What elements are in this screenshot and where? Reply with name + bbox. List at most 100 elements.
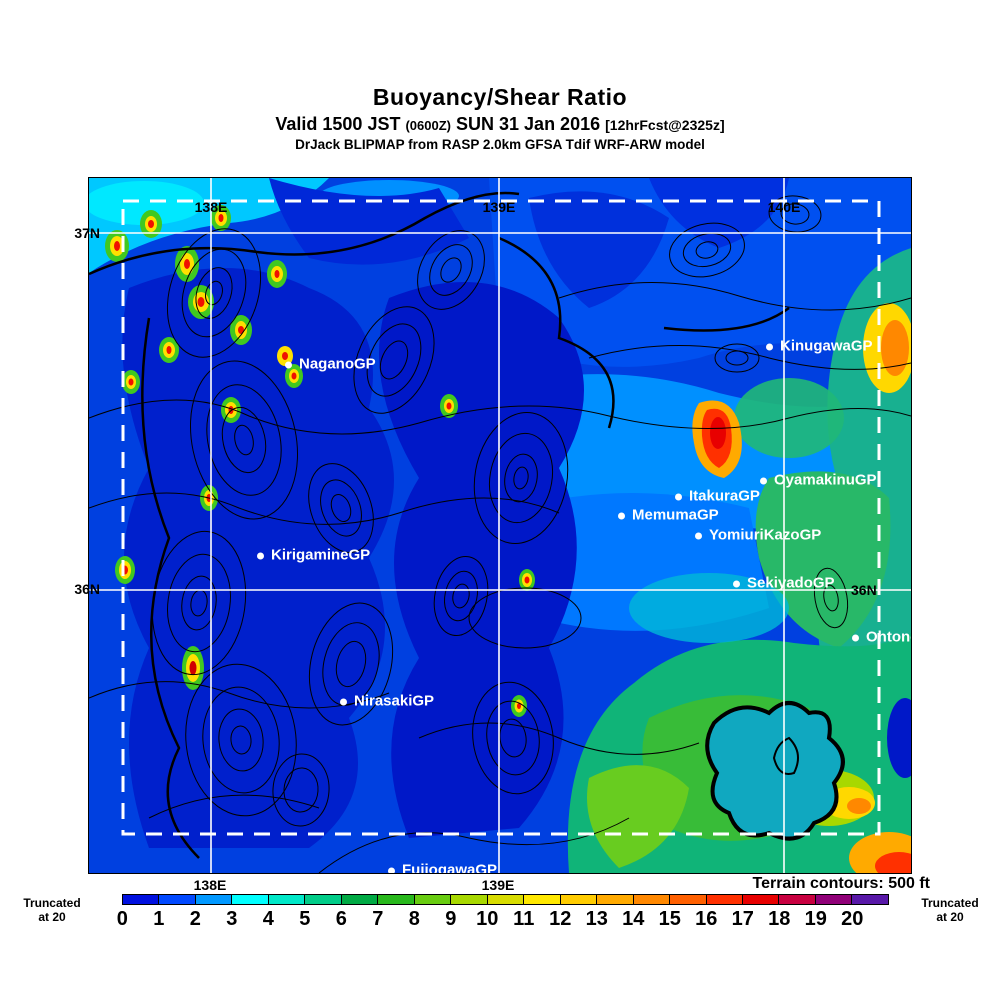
colorbar-segment — [779, 895, 816, 904]
colorbar-segment — [268, 895, 306, 904]
site-dot-icon — [852, 634, 859, 642]
site-dot-icon — [285, 361, 292, 369]
site-marker-nagano[interactable]: NaganoGP — [285, 356, 376, 373]
lon-label-139e-bottom: 139E — [481, 877, 515, 893]
colorbar-segment — [815, 895, 853, 904]
scale-tick: 20 — [841, 908, 864, 930]
lon-label-140e-top: 140E — [767, 199, 801, 215]
scale-tick: 14 — [622, 908, 645, 930]
site-label: MemumaGP — [632, 506, 719, 524]
site-dot-icon — [733, 580, 740, 588]
colorbar-segment — [195, 895, 233, 904]
scale-tick: 3 — [226, 908, 238, 930]
site-dot-icon — [675, 493, 682, 501]
truncated-note-right: Truncated at 20 — [910, 896, 990, 924]
colorbar — [122, 894, 889, 905]
site-dot-icon — [766, 343, 773, 351]
valid-prefix: Valid 1500 JST — [275, 114, 401, 134]
lon-label-139e-top: 139E — [482, 199, 516, 215]
terrain-contours-note: Terrain contours: 500 ft — [752, 875, 930, 892]
colorbar-segment — [633, 895, 671, 904]
site-label: NirasakiGP — [354, 692, 435, 710]
truncated-line2: at 20 — [936, 910, 964, 924]
model-line: DrJack BLIPMAP from RASP 2.0km GFSA Tdif… — [295, 137, 705, 152]
lon-label-138e-top: 138E — [194, 199, 228, 215]
scale-tick: 2 — [189, 908, 201, 930]
header: Buoyancy/Shear Ratio Valid 1500 JST (060… — [0, 84, 1000, 152]
site-marker-oyamakinu[interactable]: OyamakinuGP — [760, 472, 877, 489]
site-marker-kinugawa[interactable]: KinugawaGP — [766, 338, 873, 355]
site-label: SekiyadoGP — [747, 574, 835, 592]
scale-tick: 7 — [372, 908, 384, 930]
colorbar-segment — [378, 895, 415, 904]
site-dot-icon — [388, 867, 395, 873]
colorbar-segment — [742, 895, 780, 904]
scale-tick: 16 — [695, 908, 718, 930]
forecast-map[interactable]: 138E 139E 140E 36N NaganoGP KirigamineGP… — [88, 177, 912, 874]
site-label: KirigamineGP — [271, 546, 371, 564]
colorbar-segment — [852, 895, 888, 904]
colorbar-segment — [451, 895, 488, 904]
colorbar-segment — [706, 895, 743, 904]
site-dot-icon — [257, 552, 264, 560]
colorbar-segment — [305, 895, 342, 904]
scale-tick: 4 — [262, 908, 274, 930]
site-marker-nirasaki[interactable]: NirasakiGP — [340, 693, 434, 710]
colorbar-segment — [159, 895, 196, 904]
site-label: YomiuriKazoGP — [709, 526, 822, 544]
valid-forecast-tag: [12hrFcst@2325z] — [605, 117, 725, 133]
site-marker-yomiurikazo[interactable]: YomiuriKazoGP — [695, 527, 821, 544]
lat-label-37n-left: 37N — [74, 225, 100, 241]
site-marker-ohtone[interactable]: OhtoneGP — [852, 628, 911, 646]
colorbar-segment — [524, 895, 561, 904]
site-label: OhtoneGP — [866, 628, 911, 646]
page-title: Buoyancy/Shear Ratio — [372, 84, 628, 110]
scale-tick: 9 — [445, 908, 457, 930]
colorbar-scale-numbers: 0 1 2 3 4 5 6 7 8 9 10 11 12 13 14 15 16… — [104, 908, 908, 931]
site-dot-icon — [618, 512, 625, 520]
site-dot-icon — [760, 477, 767, 485]
scale-tick: 12 — [549, 908, 572, 930]
colorbar-segment — [560, 895, 598, 904]
colorbar-segment — [123, 895, 160, 904]
colorbar-segment — [670, 895, 707, 904]
lat-label-36n-left: 36N — [74, 581, 100, 597]
colorbar-segment — [232, 895, 269, 904]
site-dot-icon — [340, 698, 347, 706]
scale-tick: 8 — [408, 908, 420, 930]
scale-tick: 10 — [476, 908, 499, 930]
colorbar-segment — [487, 895, 525, 904]
site-label: OyamakinuGP — [774, 471, 877, 489]
valid-zulu: (0600Z) — [405, 118, 451, 133]
scale-tick: 0 — [116, 908, 128, 930]
scale-tick: 15 — [658, 908, 681, 930]
site-marker-kirigamine[interactable]: KirigamineGP — [257, 547, 370, 564]
scale-tick: 19 — [804, 908, 827, 930]
valid-date: SUN 31 Jan 2016 — [456, 114, 601, 134]
truncated-line2: at 20 — [38, 910, 66, 924]
truncated-note-left: Truncated at 20 — [12, 896, 92, 924]
truncated-line1: Truncated — [23, 896, 81, 910]
scale-tick: 5 — [299, 908, 311, 930]
site-marker-itakura[interactable]: ItakuraGP — [675, 488, 760, 505]
site-marker-sekiyado[interactable]: SekiyadoGP — [733, 575, 835, 592]
site-label: NaganoGP — [299, 355, 376, 373]
lat-label-36n-right: 36N — [851, 582, 877, 598]
scale-tick: 11 — [513, 908, 535, 930]
site-dot-icon — [695, 532, 702, 540]
colorbar-segment — [341, 895, 379, 904]
site-marker-memuma[interactable]: MemumaGP — [618, 507, 719, 524]
valid-time-line: Valid 1500 JST (0600Z) SUN 31 Jan 2016 [… — [0, 114, 1000, 135]
truncated-line1: Truncated — [921, 896, 979, 910]
scale-tick: 17 — [731, 908, 754, 930]
scale-tick: 1 — [153, 908, 165, 930]
site-label: FujiogawaGP — [402, 861, 498, 874]
site-label: ItakuraGP — [689, 487, 760, 505]
site-label: KinugawaGP — [780, 337, 873, 355]
map-canvas — [89, 178, 911, 873]
site-marker-fujiogawa[interactable]: FujiogawaGP — [388, 861, 498, 874]
lon-label-138e-bottom: 138E — [193, 877, 227, 893]
colorbar-segment — [414, 895, 452, 904]
scale-tick: 18 — [768, 908, 791, 930]
